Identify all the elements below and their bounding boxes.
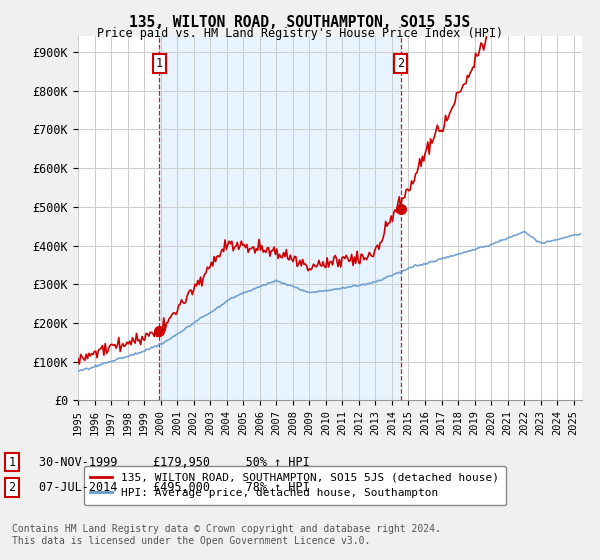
Text: 1: 1 (8, 455, 16, 469)
Text: 1: 1 (155, 57, 163, 70)
Text: 30-NOV-1999     £179,950     50% ↑ HPI: 30-NOV-1999 £179,950 50% ↑ HPI (39, 455, 310, 469)
Text: Price paid vs. HM Land Registry's House Price Index (HPI): Price paid vs. HM Land Registry's House … (97, 27, 503, 40)
Legend: 135, WILTON ROAD, SOUTHAMPTON, SO15 5JS (detached house), HPI: Average price, de: 135, WILTON ROAD, SOUTHAMPTON, SO15 5JS … (83, 466, 506, 505)
Text: 2: 2 (397, 57, 404, 70)
Bar (159, 36, 401, 400)
Text: 135, WILTON ROAD, SOUTHAMPTON, SO15 5JS: 135, WILTON ROAD, SOUTHAMPTON, SO15 5JS (130, 15, 470, 30)
Text: Contains HM Land Registry data © Crown copyright and database right 2024.
This d: Contains HM Land Registry data © Crown c… (12, 524, 441, 546)
Text: 2: 2 (8, 480, 16, 494)
Text: 07-JUL-2014     £495,000     78% ↑ HPI: 07-JUL-2014 £495,000 78% ↑ HPI (39, 480, 310, 494)
